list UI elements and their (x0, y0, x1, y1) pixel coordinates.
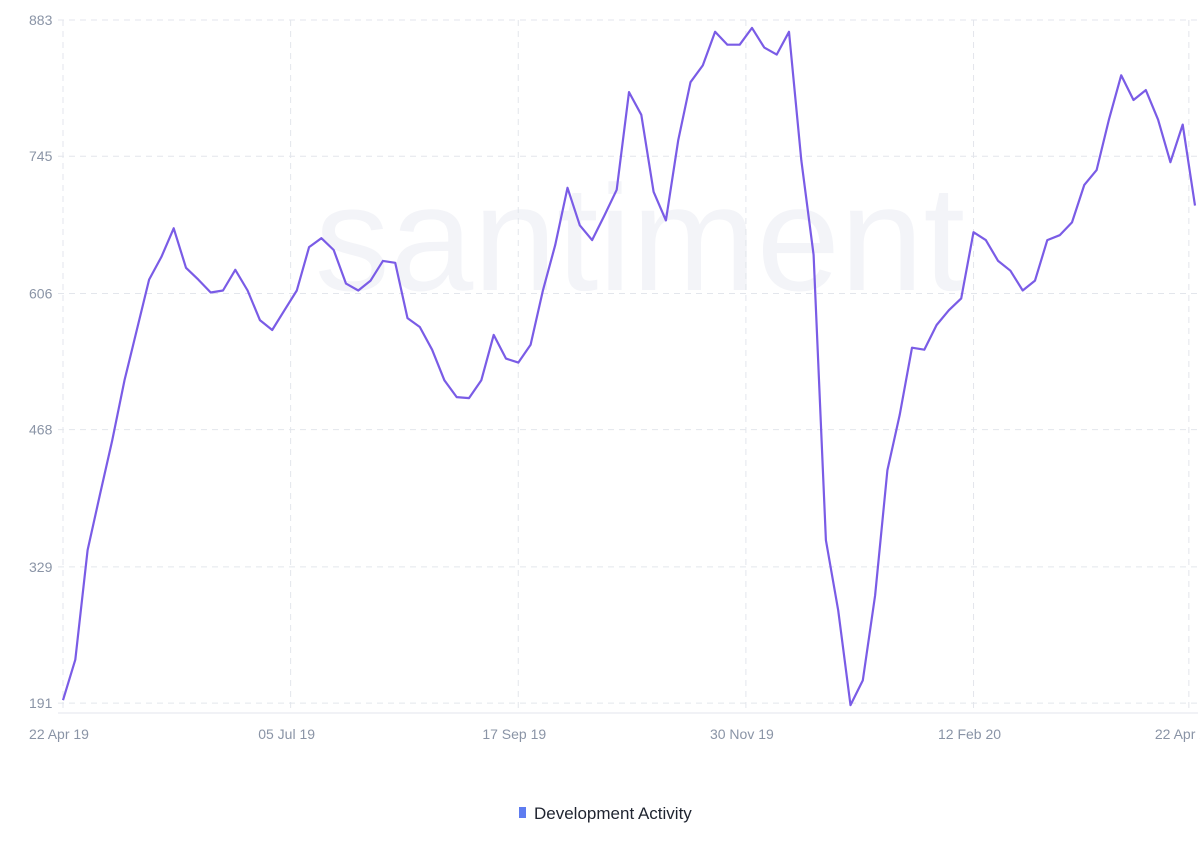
legend: Development Activity (519, 804, 692, 823)
x-tick-label: 12 Feb 20 (938, 726, 1001, 742)
x-tick-label: 30 Nov 19 (710, 726, 774, 742)
y-tick-label: 329 (29, 559, 53, 575)
legend-label: Development Activity (534, 804, 692, 823)
x-tick-label: 22 Apr 20 (1155, 726, 1200, 742)
y-tick-label: 606 (29, 285, 53, 301)
y-tick-label: 191 (29, 695, 53, 711)
y-tick-label: 883 (29, 12, 53, 28)
legend-marker (519, 807, 526, 818)
y-tick-label: 468 (29, 422, 53, 438)
y-tick-label: 745 (29, 148, 53, 164)
x-tick-label: 22 Apr 19 (29, 726, 89, 742)
data-line (61, 26, 1197, 707)
watermark: santiment (315, 154, 965, 322)
x-tick-label: 05 Jul 19 (258, 726, 315, 742)
x-tick-label: 17 Sep 19 (482, 726, 546, 742)
